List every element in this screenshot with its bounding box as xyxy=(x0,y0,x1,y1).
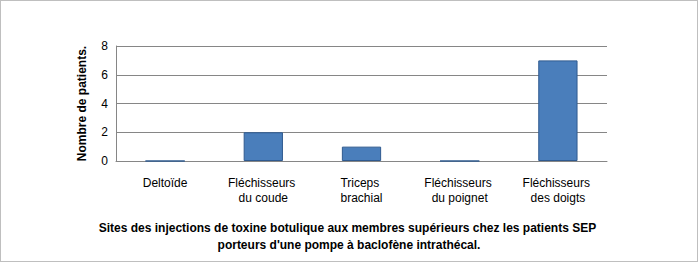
svg-text:4: 4 xyxy=(101,97,108,111)
svg-text:Fléchisseurs: Fléchisseurs xyxy=(424,176,495,190)
svg-text:du poignet: du poignet xyxy=(432,191,489,205)
svg-text:Nombre de patients.: Nombre de patients. xyxy=(75,46,89,161)
svg-text:Triceps: Triceps xyxy=(340,176,382,190)
svg-text:porteurs d'une pompe à baclofè: porteurs d'une pompe à baclofène intrath… xyxy=(218,238,481,252)
svg-text:Fléchisseurs: Fléchisseurs xyxy=(228,176,299,190)
svg-text:8: 8 xyxy=(101,39,108,53)
svg-text:2: 2 xyxy=(101,125,108,139)
svg-text:Fléchisseurs: Fléchisseurs xyxy=(523,176,594,190)
svg-text:des doigts: des doigts xyxy=(531,191,586,205)
svg-text:Sites des injections de toxine: Sites des injections de toxine botulique… xyxy=(99,221,600,235)
svg-text:brachial: brachial xyxy=(340,191,382,205)
svg-text:6: 6 xyxy=(101,68,108,82)
svg-text:Deltoïde: Deltoïde xyxy=(143,176,188,190)
svg-text:0: 0 xyxy=(101,154,108,168)
svg-text:du coude: du coude xyxy=(239,191,289,205)
